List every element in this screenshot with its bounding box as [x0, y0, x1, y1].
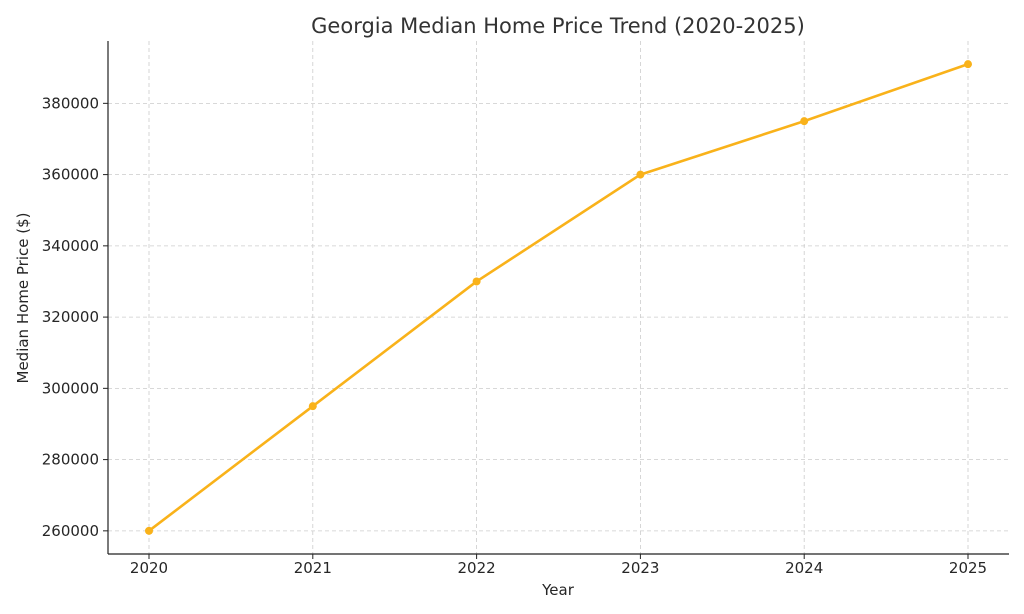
data-point: [308, 402, 317, 411]
y-tick-label: 340000: [42, 237, 99, 255]
data-point: [800, 117, 809, 126]
y-axis-ticks: 260000 280000 300000 320000 340000 360000 3800…: [42, 94, 108, 540]
y-tick-label: 280000: [42, 451, 99, 469]
data-point: [636, 170, 645, 179]
x-axis-ticks: 2020 2021 2022 2023 2024 2025: [130, 554, 987, 577]
axes-spines: [107, 41, 1009, 555]
y-tick-label: 360000: [42, 166, 99, 184]
y-axis-label: Median Home Price ($): [14, 213, 32, 384]
x-tick-label: 2021: [294, 559, 332, 577]
x-tick-label: 2025: [949, 559, 987, 577]
x-tick-label: 2020: [130, 559, 168, 577]
y-tick-label: 320000: [42, 308, 99, 326]
data-point: [472, 277, 481, 286]
grid: [108, 41, 1009, 554]
y-tick-label: 380000: [42, 94, 99, 112]
data-point: [964, 60, 972, 69]
data-point: [145, 526, 153, 535]
series-line: [147, 62, 970, 533]
x-tick-label: 2022: [458, 559, 496, 577]
chart-title: Georgia Median Home Price Trend (2020-20…: [311, 14, 805, 38]
x-axis-label: Year: [541, 581, 575, 599]
series: [145, 60, 972, 535]
x-tick-label: 2023: [621, 559, 659, 577]
y-tick-label: 300000: [42, 379, 99, 397]
y-tick-label: 260000: [42, 522, 99, 540]
x-tick-label: 2024: [785, 559, 823, 577]
